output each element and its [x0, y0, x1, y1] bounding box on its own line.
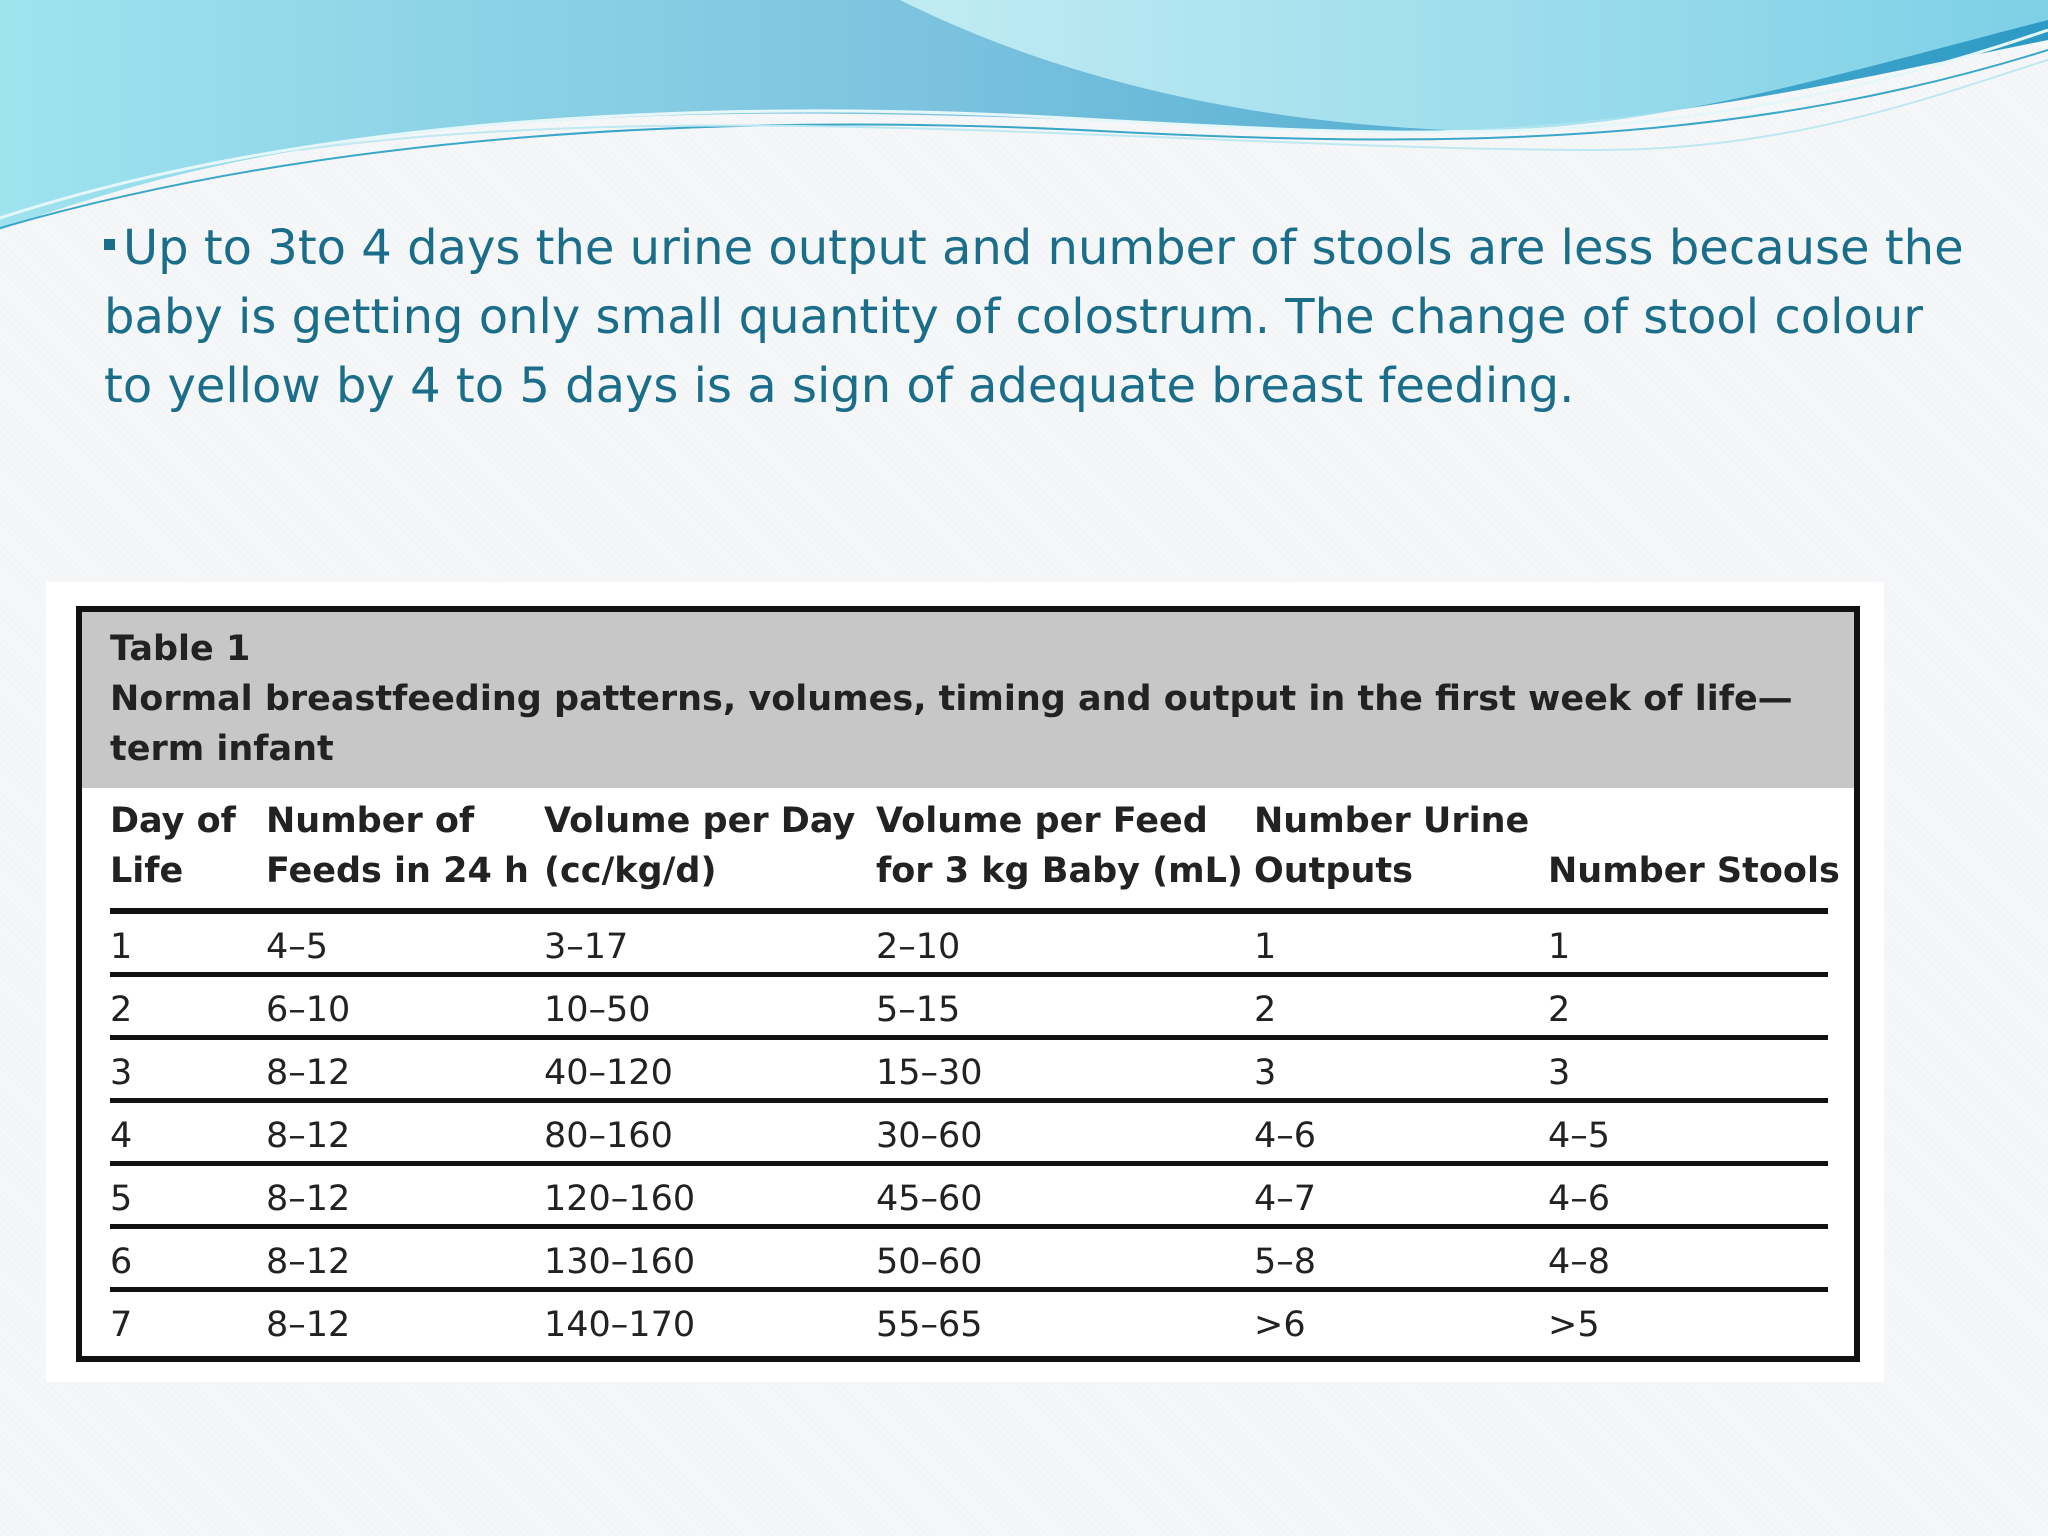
table-column-headers: Day of Life Number of Feeds in 24 h Volu…	[110, 796, 1840, 896]
cell-urine: 2	[1254, 990, 1277, 1030]
cell-volume-day: 120–160	[544, 1179, 696, 1219]
header-wave-decoration	[0, 0, 2048, 230]
table-row: 7 8–12 140–170 55–65 >6 >5	[110, 1292, 1828, 1355]
column-header-volume-per-day: Volume per Day (cc/kg/d)	[544, 801, 856, 891]
table-row: 2 6–10 10–50 5–15 2 2	[110, 977, 1828, 1040]
cell-feeds: 4–5	[266, 927, 329, 967]
cell-volume-day: 10–50	[544, 990, 651, 1030]
row-divider	[110, 1098, 1828, 1103]
column-header-stools: Number Stools	[1548, 851, 1840, 891]
cell-volume-feed: 15–30	[876, 1053, 983, 1093]
row-divider	[110, 1224, 1828, 1229]
cell-stools: 4–5	[1548, 1116, 1611, 1156]
table-row: 4 8–12 80–160 30–60 4–6 4–5	[110, 1103, 1828, 1166]
row-divider	[110, 1035, 1828, 1040]
cell-volume-day: 40–120	[544, 1053, 673, 1093]
table-label: Table 1	[110, 629, 251, 669]
cell-day: 5	[110, 1179, 133, 1219]
table-frame: Table 1 Normal breastfeeding patterns, v…	[76, 606, 1860, 1362]
cell-day: 4	[110, 1116, 133, 1156]
table-row: 6 8–12 130–160 50–60 5–8 4–8	[110, 1229, 1828, 1292]
column-header-feeds: Number of Feeds in 24 h	[266, 801, 529, 891]
cell-feeds: 8–12	[266, 1305, 351, 1345]
breastfeeding-table-figure: Table 1 Normal breastfeeding patterns, v…	[46, 582, 1884, 1382]
cell-urine: 5–8	[1254, 1242, 1317, 1282]
cell-day: 2	[110, 990, 133, 1030]
cell-stools: 4–6	[1548, 1179, 1611, 1219]
cell-day: 7	[110, 1305, 133, 1345]
cell-urine: 1	[1254, 927, 1277, 967]
column-header-urine-outputs: Number Urine Outputs	[1254, 801, 1530, 891]
cell-volume-day: 3–17	[544, 927, 629, 967]
cell-urine: 3	[1254, 1053, 1277, 1093]
column-header-day-of-life: Day of Life	[110, 801, 236, 891]
cell-feeds: 8–12	[266, 1053, 351, 1093]
cell-day: 1	[110, 927, 133, 967]
cell-volume-day: 130–160	[544, 1242, 696, 1282]
intro-paragraph: Up to 3to 4 days the urine output and nu…	[104, 214, 1964, 421]
cell-feeds: 8–12	[266, 1179, 351, 1219]
cell-stools: >5	[1548, 1305, 1600, 1345]
cell-stools: 2	[1548, 990, 1571, 1030]
table-row: 5 8–12 120–160 45–60 4–7 4–6	[110, 1166, 1828, 1229]
cell-feeds: 8–12	[266, 1116, 351, 1156]
cell-volume-day: 80–160	[544, 1116, 673, 1156]
table-title: Normal breastfeeding patterns, volumes, …	[110, 679, 1793, 769]
row-divider	[110, 1287, 1828, 1292]
cell-feeds: 6–10	[266, 990, 351, 1030]
cell-volume-feed: 30–60	[876, 1116, 983, 1156]
cell-urine: 4–7	[1254, 1179, 1317, 1219]
cell-stools: 1	[1548, 927, 1571, 967]
cell-feeds: 8–12	[266, 1242, 351, 1282]
cell-volume-feed: 2–10	[876, 927, 961, 967]
column-header-volume-per-feed: Volume per Feed for 3 kg Baby (mL)	[876, 801, 1243, 891]
row-divider	[110, 1161, 1828, 1166]
row-divider	[110, 972, 1828, 977]
cell-volume-feed: 5–15	[876, 990, 961, 1030]
cell-volume-day: 140–170	[544, 1305, 696, 1345]
cell-stools: 4–8	[1548, 1242, 1611, 1282]
table-row: 1 4–5 3–17 2–10 1 1	[110, 914, 1828, 977]
cell-day: 3	[110, 1053, 133, 1093]
square-bullet-icon	[104, 239, 115, 250]
cell-volume-feed: 45–60	[876, 1179, 983, 1219]
intro-text: Up to 3to 4 days the urine output and nu…	[104, 220, 1964, 414]
table-header-band: Table 1 Normal breastfeeding patterns, v…	[82, 612, 1854, 788]
cell-stools: 3	[1548, 1053, 1571, 1093]
cell-day: 6	[110, 1242, 133, 1282]
cell-volume-feed: 50–60	[876, 1242, 983, 1282]
cell-urine: 4–6	[1254, 1116, 1317, 1156]
cell-urine: >6	[1254, 1305, 1306, 1345]
cell-volume-feed: 55–65	[876, 1305, 983, 1345]
header-divider	[110, 908, 1828, 914]
table-row: 3 8–12 40–120 15–30 3 3	[110, 1040, 1828, 1103]
